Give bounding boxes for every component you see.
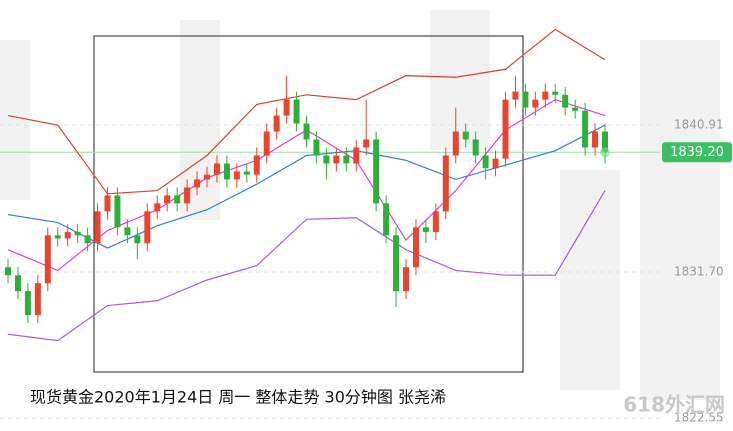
candle-body [492, 158, 499, 169]
caption: 现货黄金2020年1月24日 周一 整体走势 30分钟图 张尧浠 [30, 388, 446, 407]
y-tick-label: 1840.91 [674, 117, 724, 131]
candle-body [512, 91, 519, 100]
candle-body [582, 110, 589, 148]
candle-body [502, 99, 509, 159]
candle-body [154, 203, 161, 212]
candle-body [114, 195, 121, 228]
candle-body [64, 232, 71, 239]
candle-body [462, 131, 469, 140]
background-decor [0, 10, 720, 400]
candle-body [104, 195, 111, 212]
candle-body [353, 147, 360, 164]
candle-body [253, 155, 260, 175]
candle-body [432, 211, 439, 233]
candle-body [54, 235, 61, 239]
candle-body [393, 235, 400, 292]
candle-body [134, 235, 141, 244]
overlay-line [7, 28, 606, 195]
last-price-glow [600, 147, 610, 158]
candle-body [194, 179, 201, 188]
candle-body [542, 91, 549, 100]
candle-body [532, 99, 539, 108]
candle-body [34, 283, 41, 316]
candle-body [333, 155, 340, 164]
candle-body [412, 227, 419, 268]
candle-body [293, 99, 300, 124]
candle-body [44, 235, 51, 284]
candle-body [363, 139, 370, 148]
candle-body [174, 195, 181, 204]
candle-body [283, 99, 290, 116]
candle-body [552, 91, 559, 95]
candle-body [442, 155, 449, 212]
candle-body [452, 131, 459, 156]
candle-body [482, 155, 489, 169]
candle-body [343, 155, 350, 164]
candle-body [592, 131, 599, 148]
candle-body [572, 107, 579, 111]
candle-body [94, 211, 101, 244]
candle-body [263, 131, 270, 156]
candle-body [373, 139, 380, 204]
candle-body [213, 163, 220, 175]
candle-body [472, 139, 479, 156]
candle-body [602, 131, 608, 153]
candle-body [562, 94, 569, 108]
candle-body [323, 155, 330, 164]
candle-body [184, 187, 191, 204]
candle-body [204, 174, 210, 180]
candle-body [14, 275, 21, 292]
y-tick-label: 1831.70 [674, 265, 724, 279]
candle-body [5, 267, 11, 276]
candle-body [273, 115, 280, 132]
y-tick-label: 1822.55 [674, 411, 724, 425]
last-price-tag [662, 142, 732, 163]
last-price-label: 1839.20 [670, 145, 724, 160]
candle-body [422, 227, 429, 233]
watermark: 618外汇网 [623, 393, 725, 417]
candle-body [243, 171, 250, 175]
candle-body [24, 291, 31, 316]
candle-body [403, 267, 409, 292]
candle-body [313, 139, 320, 156]
candle-body [144, 211, 151, 244]
candle-body [223, 163, 230, 180]
candle-body [124, 227, 131, 236]
overlay-line [7, 190, 606, 342]
candle-body [74, 232, 81, 236]
candle-body [383, 203, 390, 236]
candle-body [164, 195, 171, 204]
highlight-box [93, 35, 524, 373]
candle-body [522, 91, 529, 108]
candle-body [84, 235, 91, 244]
candle-body [233, 171, 240, 180]
candle-body [303, 123, 310, 140]
